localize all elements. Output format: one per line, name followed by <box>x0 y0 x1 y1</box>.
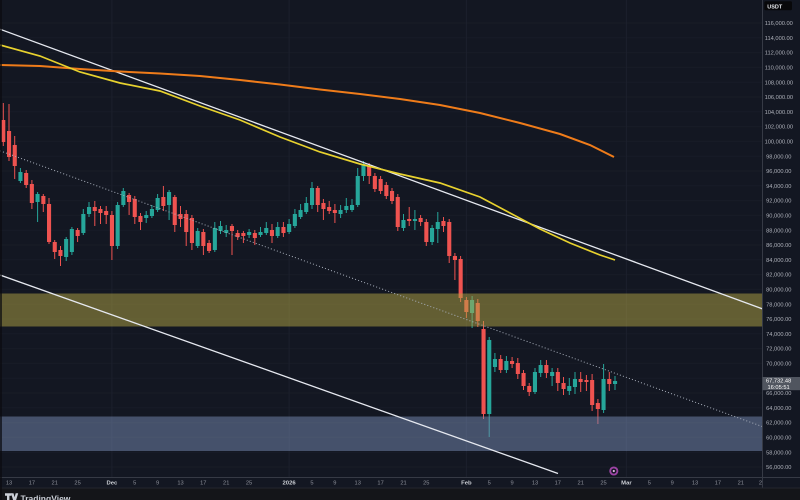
svg-text:5: 5 <box>133 480 136 486</box>
svg-text:74,000.00: 74,000.00 <box>766 332 791 338</box>
svg-text:58,000.00: 58,000.00 <box>766 450 791 456</box>
svg-text:16:05:51: 16:05:51 <box>768 385 790 391</box>
svg-text:84,000.00: 84,000.00 <box>766 258 791 264</box>
svg-text:2: 2 <box>759 480 762 486</box>
svg-text:98,000.00: 98,000.00 <box>766 154 791 160</box>
svg-text:78,000.00: 78,000.00 <box>766 302 791 308</box>
svg-text:5: 5 <box>488 480 491 486</box>
svg-text:104,000.00: 104,000.00 <box>765 110 793 116</box>
svg-text:17: 17 <box>377 480 383 486</box>
svg-text:92,000.00: 92,000.00 <box>766 199 791 205</box>
svg-text:94,000.00: 94,000.00 <box>766 184 791 190</box>
svg-text:112,000.00: 112,000.00 <box>765 51 793 57</box>
svg-text:USDT: USDT <box>767 4 783 10</box>
svg-text:17: 17 <box>29 480 35 486</box>
svg-text:108,000.00: 108,000.00 <box>765 80 793 86</box>
svg-text:Dec: Dec <box>106 480 118 486</box>
svg-text:25: 25 <box>74 480 80 486</box>
svg-text:86,000.00: 86,000.00 <box>766 243 791 249</box>
svg-text:25: 25 <box>600 480 606 486</box>
svg-text:88,000.00: 88,000.00 <box>766 228 791 234</box>
svg-text:5: 5 <box>310 480 313 486</box>
svg-text:TradingView: TradingView <box>21 494 71 500</box>
svg-text:13: 13 <box>692 480 698 486</box>
svg-text:56,000.00: 56,000.00 <box>766 465 791 471</box>
svg-text:17: 17 <box>715 480 721 486</box>
svg-text:66,000.00: 66,000.00 <box>766 391 791 397</box>
svg-text:21: 21 <box>52 480 58 486</box>
svg-text:9: 9 <box>333 480 336 486</box>
svg-text:25: 25 <box>246 480 252 486</box>
svg-text:72,000.00: 72,000.00 <box>766 347 791 353</box>
svg-text:21: 21 <box>400 480 406 486</box>
svg-text:Mar: Mar <box>621 480 632 486</box>
svg-text:Feb: Feb <box>461 480 472 486</box>
svg-text:21: 21 <box>578 480 584 486</box>
svg-text:25: 25 <box>423 480 429 486</box>
svg-text:114,000.00: 114,000.00 <box>765 36 793 42</box>
svg-text:90,000.00: 90,000.00 <box>766 214 791 220</box>
svg-text:13: 13 <box>355 480 361 486</box>
svg-text:17: 17 <box>555 480 561 486</box>
svg-text:13: 13 <box>6 480 12 486</box>
svg-text:80,000.00: 80,000.00 <box>766 288 791 294</box>
svg-text:100,000.00: 100,000.00 <box>765 140 793 146</box>
svg-text:9: 9 <box>511 480 514 486</box>
svg-text:60,000.00: 60,000.00 <box>766 436 791 442</box>
svg-text:21: 21 <box>223 480 229 486</box>
svg-text:116,000.00: 116,000.00 <box>765 21 793 27</box>
svg-text:2026: 2026 <box>283 480 297 486</box>
svg-text:82,000.00: 82,000.00 <box>766 273 791 279</box>
svg-text:21: 21 <box>738 480 744 486</box>
svg-text:17: 17 <box>200 480 206 486</box>
svg-text:5: 5 <box>648 480 651 486</box>
svg-text:64,000.00: 64,000.00 <box>766 406 791 412</box>
svg-text:67,732.48: 67,732.48 <box>766 379 791 385</box>
svg-text:9: 9 <box>671 480 674 486</box>
svg-text:106,000.00: 106,000.00 <box>765 95 793 101</box>
svg-text:9: 9 <box>156 480 159 486</box>
svg-text:96,000.00: 96,000.00 <box>766 169 791 175</box>
svg-text:76,000.00: 76,000.00 <box>766 317 791 323</box>
svg-text:70,000.00: 70,000.00 <box>766 362 791 368</box>
svg-text:62,000.00: 62,000.00 <box>766 421 791 427</box>
svg-text:13: 13 <box>532 480 538 486</box>
svg-text:110,000.00: 110,000.00 <box>765 66 793 72</box>
svg-text:13: 13 <box>177 480 183 486</box>
svg-text:102,000.00: 102,000.00 <box>765 125 793 131</box>
